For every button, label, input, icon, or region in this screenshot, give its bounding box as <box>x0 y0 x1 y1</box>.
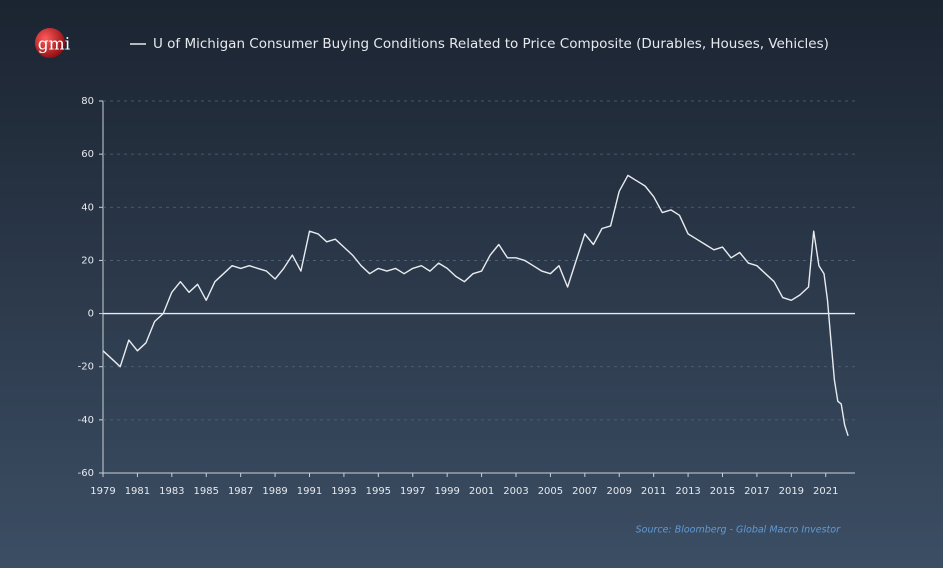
x-tick-label: 2021 <box>813 486 838 497</box>
y-tick-label: 0 <box>88 309 94 320</box>
y-tick-label: -40 <box>78 415 94 426</box>
legend-label: U of Michigan Consumer Buying Conditions… <box>153 36 829 52</box>
y-tick-label: -60 <box>78 468 94 479</box>
x-tick-label: 2009 <box>607 486 632 497</box>
x-tick-label: 2017 <box>744 486 769 497</box>
y-tick-label: 20 <box>81 255 94 266</box>
x-tick-label: 1991 <box>297 486 322 497</box>
x-tick-label: 1985 <box>194 486 219 497</box>
x-tick-label: 1987 <box>228 486 253 497</box>
x-tick-label: 1979 <box>90 486 115 497</box>
y-tick-label: -20 <box>78 362 94 373</box>
x-tick-label: 1997 <box>400 486 425 497</box>
x-tick-label: 1995 <box>366 486 391 497</box>
x-tick-label: 2015 <box>710 486 735 497</box>
x-tick-label: 1993 <box>331 486 356 497</box>
y-tick-label: 40 <box>81 202 94 213</box>
x-tick-label: 1989 <box>262 486 287 497</box>
x-tick-label: 2003 <box>503 486 528 497</box>
logo-icon <box>35 28 65 58</box>
plot-area: -60 -40 -20 0 20 40 60 80 1979 1981 1983 1985 1987 19… <box>78 96 855 497</box>
logo: gmi <box>38 35 71 55</box>
x-tick-label: 2013 <box>675 486 700 497</box>
x-tick-label: 2019 <box>779 486 804 497</box>
x-tick-label: 1981 <box>125 486 150 497</box>
y-tick-label: 60 <box>81 149 94 160</box>
x-tick-label: 2001 <box>469 486 494 497</box>
source: Source: Bloomberg - Global Macro Investo… <box>636 525 841 536</box>
x-tick-label: 1983 <box>159 486 184 497</box>
x-tick-label: 1999 <box>434 486 459 497</box>
x-tick-label: 2011 <box>641 486 666 497</box>
x-tick-label: 2005 <box>538 486 563 497</box>
series-line <box>102 174 849 437</box>
x-tick-label: 2007 <box>572 486 597 497</box>
y-tick-label: 80 <box>81 96 94 107</box>
